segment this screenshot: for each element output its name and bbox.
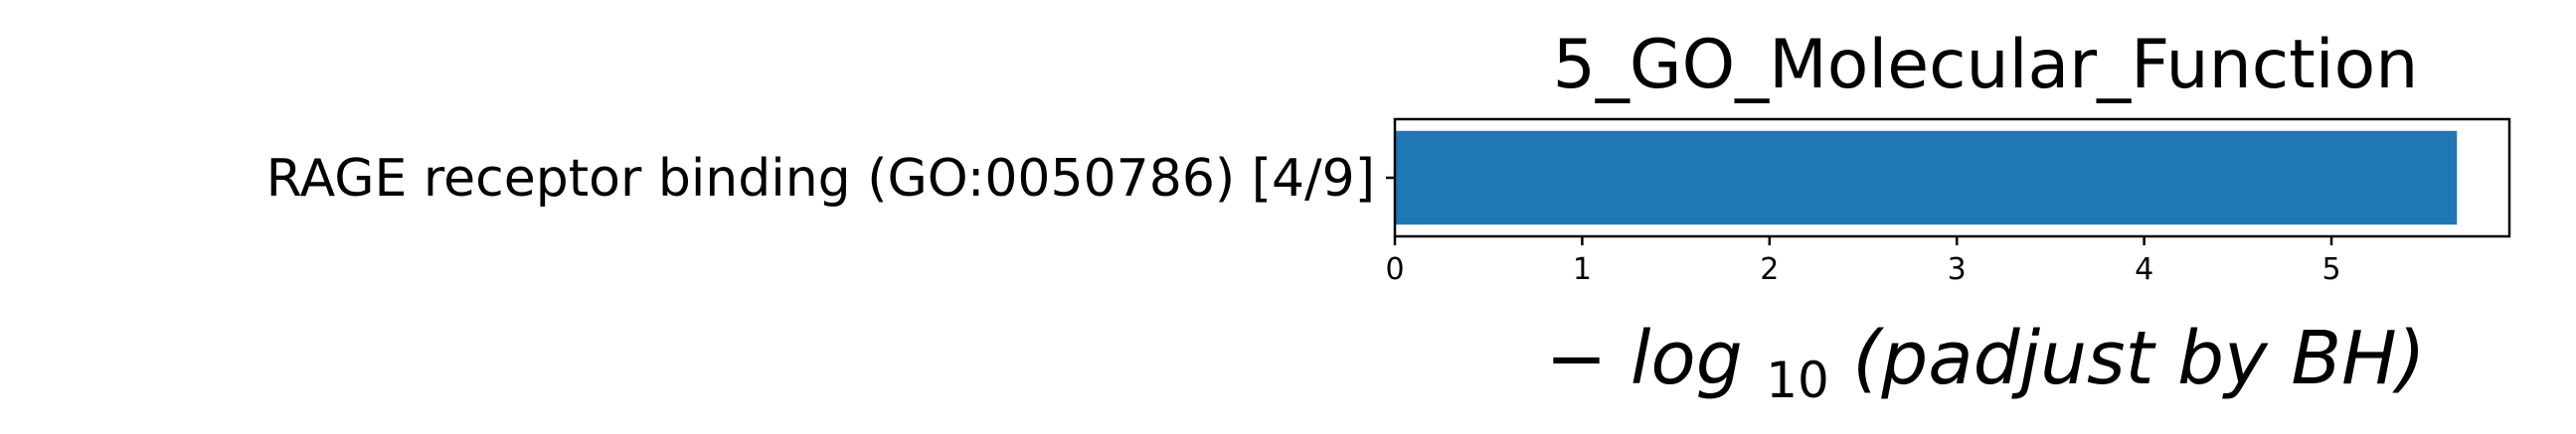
bar [1395,130,2458,225]
x-tick-label: 0 [1385,252,1404,287]
x-axis-label: − log 10 (padjust by BH) [1545,316,2425,415]
plot-area: RAGE receptor binding (GO:0050786) [4/9]… [266,117,2511,287]
x-tick-label: 3 [1948,252,1967,287]
x-axis-label-log: log [1631,316,1743,401]
x-axis-label-rest: (padjust by BH) [1852,316,2425,401]
x-tick-label: 4 [2135,252,2153,287]
x-axis-label-subscript: 10 [1766,352,1829,409]
x-axis-label-minus: − [1545,316,1607,401]
x-tick-label: 1 [1573,252,1592,287]
axes-frame [1393,117,2511,238]
x-tick-label: 2 [1760,252,1779,287]
x-tick-label: 5 [2321,252,2340,287]
chart-title: 5_GO_Molecular_Function [1553,26,2419,104]
category-label: RAGE receptor binding (GO:0050786) [4/9] [266,149,1375,209]
